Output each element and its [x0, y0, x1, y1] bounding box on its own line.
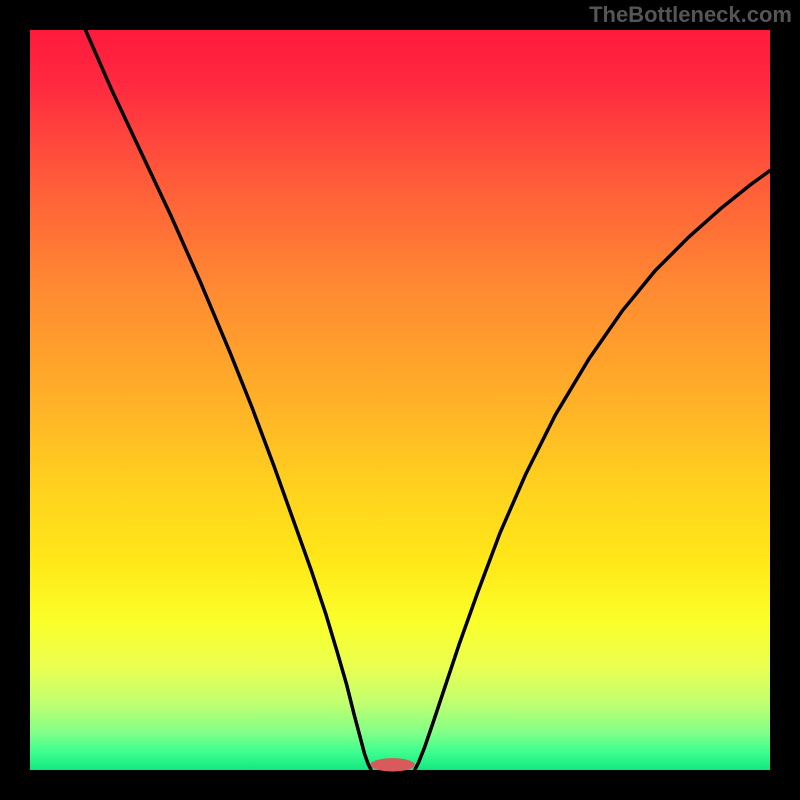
chart-container: TheBottleneck.com	[0, 0, 800, 800]
bottleneck-chart	[0, 0, 800, 800]
watermark-text: TheBottleneck.com	[589, 2, 792, 28]
